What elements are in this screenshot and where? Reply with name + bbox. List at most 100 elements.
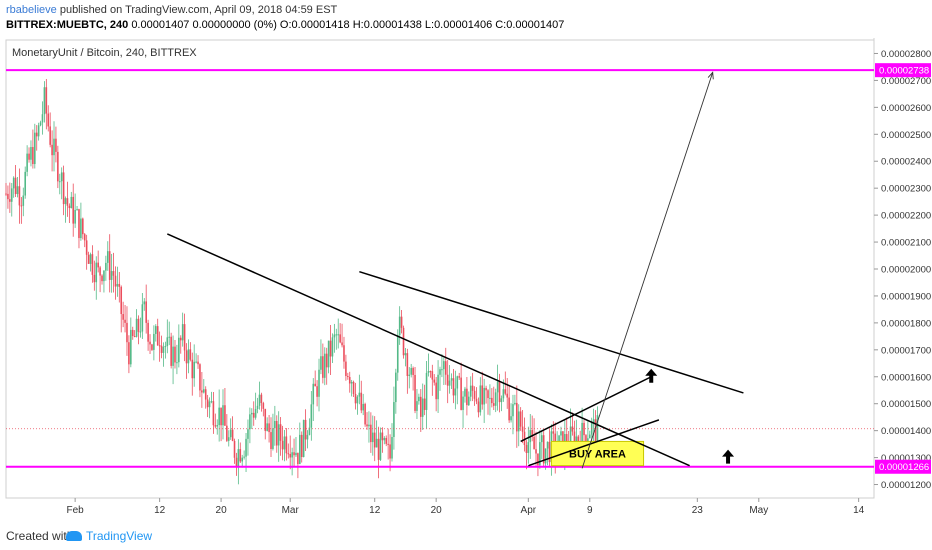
- tradingview-logo[interactable]: TradingView: [66, 529, 152, 543]
- candle-body: [299, 434, 301, 465]
- candle-body: [331, 337, 334, 357]
- candle-body: [37, 125, 40, 137]
- candle-body: [500, 398, 503, 403]
- candle-body: [479, 385, 482, 413]
- publisher-link[interactable]: rbabelieve: [6, 4, 57, 16]
- up-arrow-icon: [722, 449, 735, 464]
- trend-line[interactable]: [167, 233, 690, 467]
- y-tick-label: 0.00002500: [881, 130, 931, 141]
- candle-body: [101, 275, 103, 282]
- candle-body: [106, 251, 109, 263]
- candle-body: [393, 402, 395, 437]
- candle-body: [546, 441, 549, 449]
- y-tick-label: 0.00002100: [881, 238, 931, 249]
- candle-body: [537, 453, 539, 466]
- trend-line[interactable]: [359, 270, 744, 394]
- candle-body: [485, 387, 487, 391]
- published-text: published on TradingView.com, April 09, …: [59, 4, 338, 16]
- candle-body: [491, 397, 493, 404]
- candle-body: [168, 336, 171, 338]
- candle-body: [141, 304, 144, 332]
- y-tick-label: 0.00002700: [881, 76, 931, 87]
- candle-body: [26, 153, 28, 172]
- candle-body: [517, 411, 520, 432]
- candle-body: [99, 267, 101, 276]
- candle-body: [391, 436, 393, 459]
- candle-body: [448, 380, 451, 386]
- candle-body: [12, 177, 15, 189]
- y-tick-label: 0.00002200: [881, 211, 931, 222]
- candle-body: [45, 87, 48, 114]
- candle-body: [540, 435, 543, 443]
- price-chart[interactable]: MonetaryUnit / Bitcoin, 240, BITTREX 0.0…: [0, 38, 932, 523]
- x-tick-label: 12: [154, 505, 166, 516]
- candle-body: [7, 193, 9, 200]
- candle-body: [527, 442, 530, 453]
- candle-body: [400, 316, 403, 328]
- y-tick-label: 0.00002800: [881, 49, 931, 60]
- candle-body: [560, 431, 562, 436]
- candle-body: [368, 424, 370, 427]
- candle-body: [229, 429, 232, 438]
- candle-body: [193, 361, 195, 379]
- candle-body: [139, 331, 142, 333]
- candle-body: [185, 350, 188, 364]
- candle-body: [508, 397, 510, 421]
- x-tick-label: Feb: [67, 505, 85, 516]
- chart-area[interactable]: MonetaryUnit / Bitcoin, 240, BITTREX 0.0…: [0, 38, 932, 523]
- x-tick-label: 14: [853, 505, 865, 516]
- candle-body: [291, 452, 293, 458]
- trend-line[interactable]: [520, 376, 652, 443]
- y-tick-label: 0.00002600: [881, 103, 931, 114]
- candle-body: [466, 388, 468, 406]
- candle-body: [322, 356, 324, 378]
- level-price-tag: [875, 459, 931, 474]
- candle-body: [124, 319, 126, 323]
- candle-body: [224, 405, 226, 426]
- candle-body: [333, 334, 336, 338]
- candle-body: [160, 345, 163, 353]
- candle-body: [320, 356, 322, 370]
- candle-body: [28, 153, 30, 160]
- candle-body: [335, 334, 338, 336]
- candle-body: [82, 218, 84, 235]
- candle-body: [389, 444, 391, 459]
- x-tick-label: Apr: [521, 505, 537, 516]
- candle-body: [494, 392, 497, 406]
- candle-body: [18, 186, 21, 206]
- candle-body: [208, 401, 211, 408]
- candle-body: [128, 342, 130, 365]
- candle-body: [323, 353, 326, 378]
- candle-body: [354, 393, 357, 404]
- candle-body: [498, 381, 501, 403]
- candle-body: [5, 193, 7, 195]
- candle-body: [64, 198, 67, 205]
- candle-body: [197, 361, 199, 365]
- candle-body: [418, 396, 420, 402]
- candle-body: [302, 419, 305, 458]
- chart-title: MonetaryUnit / Bitcoin, 240, BITTREX: [12, 47, 197, 59]
- candle-body: [542, 435, 545, 464]
- trend-line[interactable]: [528, 419, 660, 467]
- candle-body: [531, 430, 533, 437]
- candle-body: [281, 440, 284, 450]
- projection-arrow-line[interactable]: [581, 72, 714, 469]
- y-tick-label: 0.00001800: [881, 318, 931, 329]
- candle-body: [91, 254, 94, 275]
- candle-body: [183, 324, 186, 351]
- candle-body: [235, 457, 238, 467]
- candle-body: [477, 401, 480, 413]
- candle-body: [189, 349, 192, 360]
- candle-body: [274, 420, 276, 429]
- candle-body: [227, 437, 230, 441]
- buy-area-label: BUY AREA: [569, 449, 626, 461]
- candle-body: [594, 419, 597, 443]
- candle-body: [60, 172, 63, 182]
- candle-body: [237, 449, 240, 467]
- candle-body: [304, 419, 307, 440]
- candle-body: [512, 404, 514, 417]
- candle-body: [406, 353, 409, 376]
- candle-body: [454, 388, 457, 396]
- candle-body: [458, 376, 461, 378]
- candle-body: [569, 426, 572, 449]
